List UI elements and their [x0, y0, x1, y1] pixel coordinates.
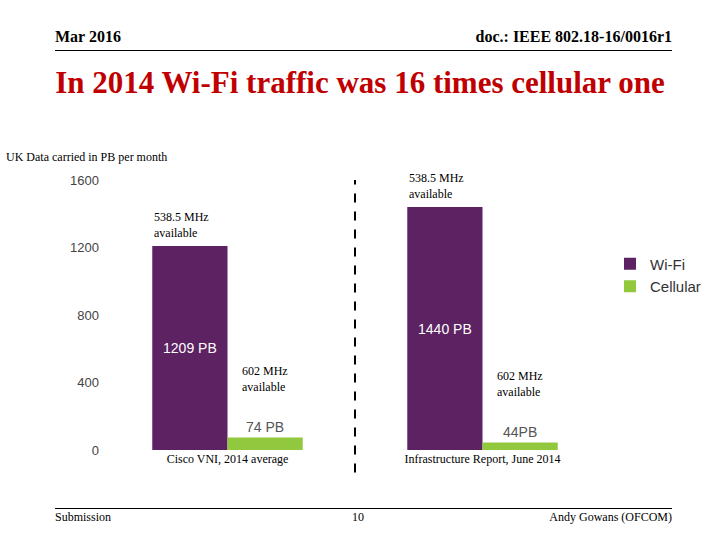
svg-text:1209 PB: 1209 PB: [163, 340, 217, 356]
svg-text:44PB: 44PB: [503, 424, 537, 440]
html-text:doc.: IEEE 802.18-16/0016r1: doc.: IEEE 802.18-16/0016r1: [475, 28, 672, 45]
svg-text:602 MHzavailable: 602 MHzavailable: [242, 364, 288, 394]
svg-text:Cellular: Cellular: [650, 278, 701, 295]
html-text:In 2014 Wi-Fi traffic was 16 t: In 2014 Wi-Fi traffic was 16 times cellu…: [55, 65, 665, 100]
svg-text:538.5 MHzavailable: 538.5 MHzavailable: [409, 171, 464, 201]
svg-text:1200: 1200: [70, 240, 99, 255]
svg-text:538.5 MHzavailable: 538.5 MHzavailable: [154, 210, 209, 240]
html-text:Mar 2016: Mar 2016: [55, 28, 121, 45]
svg-text:1600: 1600: [70, 173, 99, 188]
svg-text:400: 400: [77, 375, 99, 390]
html-text:Andy Gowans (OFCOM): Andy Gowans (OFCOM): [549, 510, 672, 524]
svg-text:800: 800: [77, 308, 99, 323]
html-text:10: 10: [352, 510, 364, 524]
html-text:Submission: Submission: [55, 510, 111, 524]
svg-text:602 MHzavailable: 602 MHzavailable: [497, 369, 543, 399]
html-text:UK Data carried in PB per mont: UK Data carried in PB per month: [6, 150, 168, 164]
svg-text:1440 PB: 1440 PB: [418, 321, 472, 337]
svg-text:Cisco VNI, 2014 average: Cisco VNI, 2014 average: [167, 452, 289, 466]
svg-text:Wi-Fi: Wi-Fi: [650, 256, 685, 273]
svg-text:0: 0: [92, 443, 99, 458]
svg-text:74 PB: 74 PB: [246, 419, 284, 435]
svg-text:Infrastructure Report, June 20: Infrastructure Report, June 2014: [405, 452, 561, 466]
